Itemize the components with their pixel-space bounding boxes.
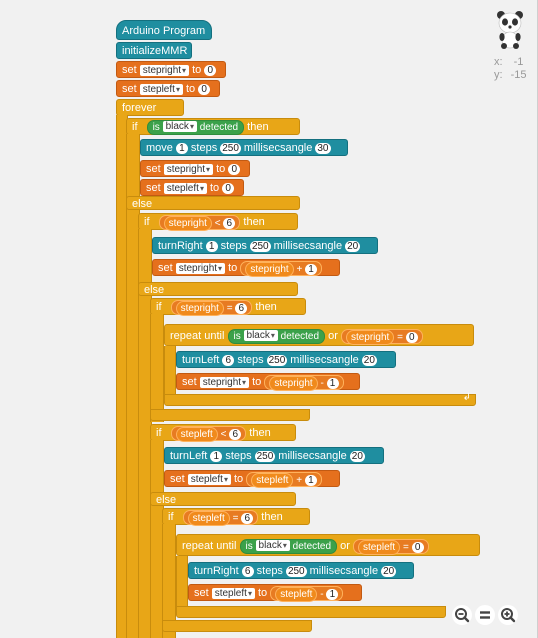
- repeat-until-footer: ↲: [164, 392, 476, 406]
- if-stepleft-lt-6-block[interactable]: if stepleft < 6 then: [150, 424, 296, 442]
- else-block: else: [126, 196, 300, 210]
- if-stepleft-eq-arm: [162, 524, 176, 638]
- repeat-until-arm-2: [176, 556, 188, 606]
- set-stepright-minus-block[interactable]: setsteprightto stepright - 1: [176, 373, 360, 391]
- set-stepleft-plus-block[interactable]: setstepleftto stepleft + 1: [164, 470, 340, 488]
- zoom-in-button[interactable]: [498, 605, 518, 625]
- turnright-block[interactable]: turnRight 1 steps 250 millisecsangle 20: [152, 237, 378, 254]
- set-stepright-plus-block[interactable]: setsteprightto stepright + 1: [152, 259, 340, 277]
- stepleft-eq-6-condition[interactable]: stepleft = 6: [182, 509, 259, 526]
- stepleft-lt-6-condition[interactable]: stepleft < 6: [170, 425, 247, 442]
- arduino-program-hat-block[interactable]: Arduino Program: [116, 20, 212, 40]
- turnleft-block-2[interactable]: turnLeft 1 steps 250 millisecsangle 20: [164, 447, 384, 464]
- else-block-2: else: [138, 282, 298, 296]
- repeat-until-block[interactable]: repeat until is black detected or stepri…: [164, 324, 474, 346]
- black-detected-condition-2[interactable]: is black detected: [227, 328, 326, 344]
- loop-arrow-icon: ↲: [462, 392, 471, 403]
- initialize-mmr-block[interactable]: initializeMMR: [116, 42, 192, 59]
- if-stepleft-eq-footer: [162, 620, 312, 632]
- sprite-x-coordinate: x: -1: [494, 56, 524, 68]
- repeat-until-footer-2: [176, 606, 446, 618]
- if-stepright-eq-6-block[interactable]: if stepright = 6 then: [150, 298, 306, 316]
- set-stepleft-minus-block[interactable]: setstepleftto stepleft - 1: [188, 584, 362, 602]
- if-stepright-eq-footer: [150, 409, 310, 421]
- black-detected-condition[interactable]: is black detected: [146, 119, 245, 135]
- turnleft-block[interactable]: turnLeft 6 steps 250 millisecsangle 20: [176, 351, 396, 368]
- else-block-3: else: [150, 492, 296, 506]
- turnright-block-2[interactable]: turnRight 6 steps 250 millisecsangle 20: [188, 562, 414, 579]
- if-black-detected-block[interactable]: if is black detected then: [126, 118, 300, 135]
- sprite-y-coordinate: y: -15: [494, 69, 527, 81]
- set-stepright-0-block[interactable]: setsteprightto 0: [140, 160, 250, 177]
- repeat-until-block-2[interactable]: repeat until is black detected or steple…: [176, 534, 480, 556]
- zoom-out-icon: [455, 608, 470, 623]
- set-stepleft-block[interactable]: setstepleftto 0: [116, 80, 220, 97]
- stepright-eq-6-condition[interactable]: stepright = 6: [170, 299, 253, 316]
- move-block[interactable]: move 1 steps 250 millisecsangle 30: [140, 139, 348, 156]
- black-detected-condition-3[interactable]: is black detected: [239, 538, 338, 554]
- if-stepright-eq-arm: [150, 314, 164, 422]
- zoom-reset-button[interactable]: [475, 605, 495, 625]
- if-stepleft-eq-6-block[interactable]: if stepleft = 6 then: [162, 508, 310, 526]
- repeat-until-arm: [164, 346, 176, 394]
- panda-sprite-icon[interactable]: [495, 10, 525, 50]
- forever-block[interactable]: forever: [116, 99, 184, 116]
- stepright-lt-6-condition[interactable]: stepright < 6: [158, 214, 241, 231]
- if-stepright-lt-6-block[interactable]: if stepright < 6 then: [138, 213, 298, 231]
- zoom-in-icon: [501, 608, 516, 623]
- zoom-out-button[interactable]: [452, 605, 472, 625]
- set-stepleft-0-block[interactable]: setstepleftto 0: [140, 179, 244, 196]
- equals-icon: [480, 611, 490, 619]
- set-stepright-block[interactable]: setsteprightto 0: [116, 61, 226, 78]
